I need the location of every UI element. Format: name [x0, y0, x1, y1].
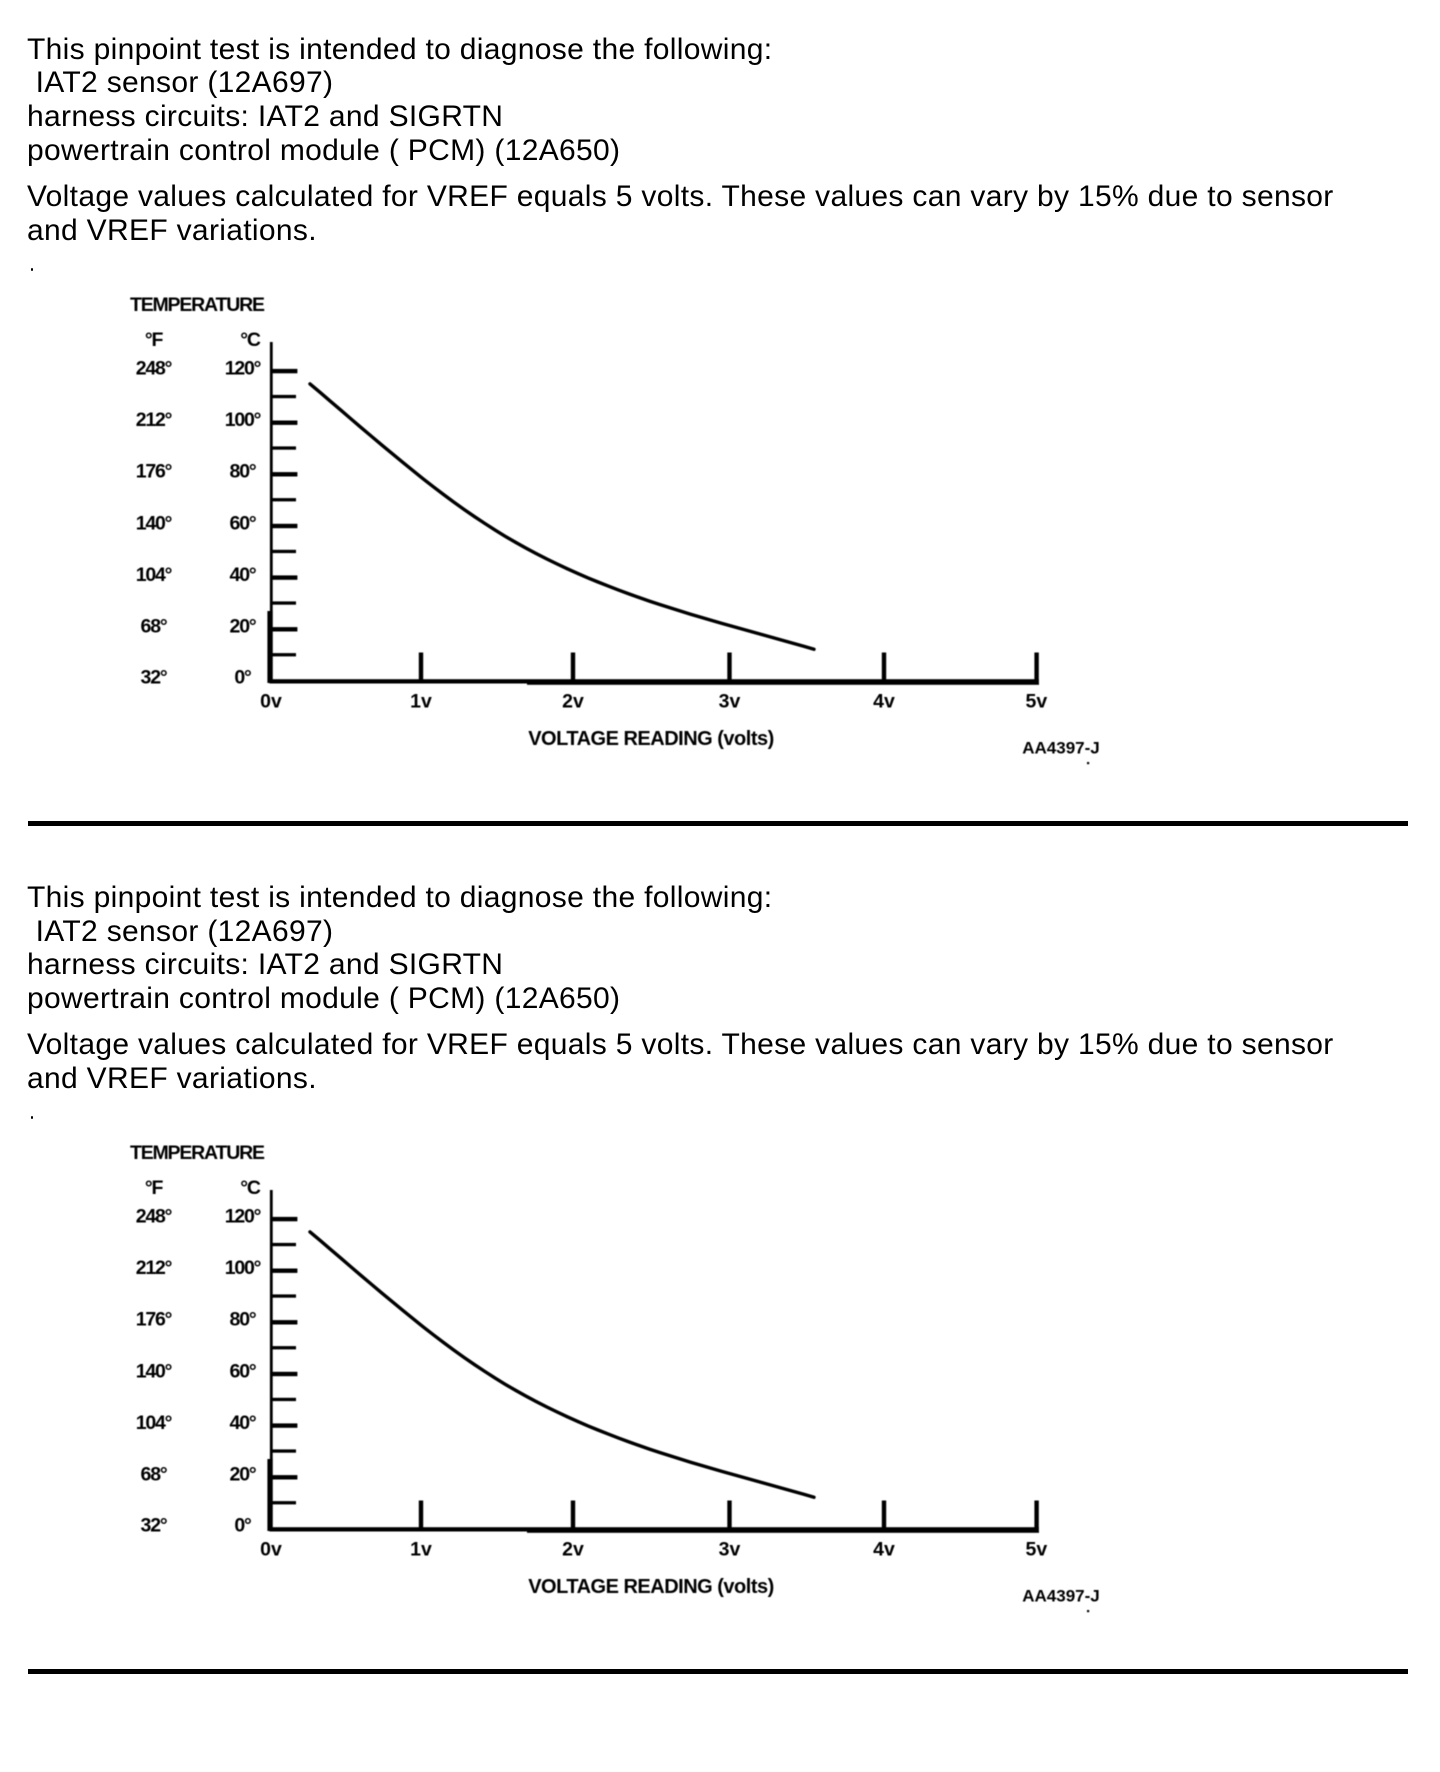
svg-text:0v: 0v	[260, 691, 282, 713]
svg-text:3v: 3v	[719, 691, 741, 713]
svg-text:AA4397-J: AA4397-J	[1022, 739, 1100, 758]
svg-text:°F: °F	[145, 329, 164, 351]
svg-text:68°: 68°	[141, 616, 167, 638]
svg-text:80°: 80°	[230, 461, 256, 483]
svg-text:32°: 32°	[141, 667, 167, 689]
svg-text:60°: 60°	[230, 512, 256, 534]
svg-text:104°: 104°	[136, 564, 172, 586]
svg-text:140°: 140°	[136, 512, 172, 534]
svg-text:100°: 100°	[225, 409, 261, 431]
svg-text:4v: 4v	[873, 691, 895, 713]
svg-text:1v: 1v	[410, 691, 432, 713]
svg-text:40°: 40°	[230, 564, 256, 586]
svg-text:VOLTAGE READING (volts): VOLTAGE READING (volts)	[528, 728, 774, 750]
svg-text:5v: 5v	[1026, 691, 1048, 713]
svg-text:212°: 212°	[136, 409, 172, 431]
svg-text:120°: 120°	[225, 358, 261, 380]
svg-text:°C: °C	[240, 329, 261, 351]
svg-text:176°: 176°	[136, 461, 172, 483]
svg-text:TEMPERATURE: TEMPERATURE	[130, 294, 265, 316]
svg-text:20°: 20°	[230, 616, 256, 638]
svg-text:0°: 0°	[234, 667, 251, 689]
svg-text:248°: 248°	[136, 358, 172, 380]
svg-text:2v: 2v	[562, 691, 584, 713]
